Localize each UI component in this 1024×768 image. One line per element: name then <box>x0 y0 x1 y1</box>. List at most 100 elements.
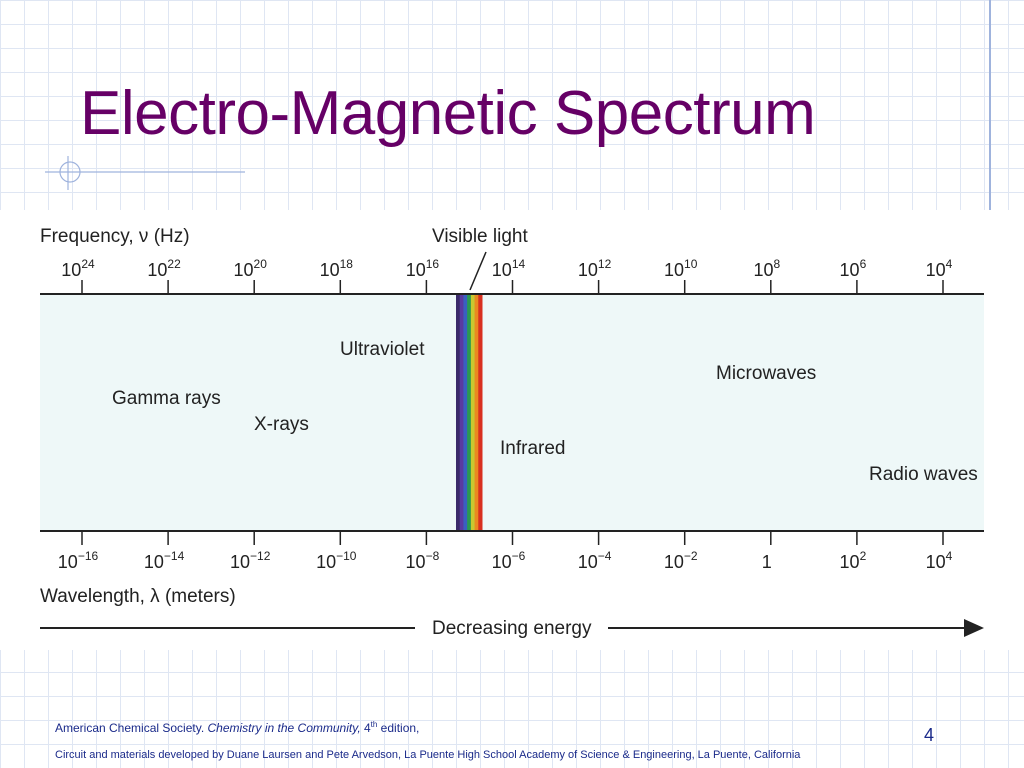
wavelength-tick-exponent: −8 <box>426 549 440 563</box>
frequency-tick-base: 10 <box>926 260 946 280</box>
frequency-tick-base: 10 <box>578 260 598 280</box>
wavelength-tick-base: 1 <box>762 552 772 572</box>
footer-credits: Circuit and materials developed by Duane… <box>55 749 801 761</box>
wavelength-tick-exponent: −14 <box>164 549 185 563</box>
energy-arrow-label: Decreasing energy <box>432 618 592 639</box>
wavelength-tick-label: 10−2 <box>664 549 698 572</box>
region-x-rays: X-rays <box>254 414 309 435</box>
wavelength-tick-exponent: −6 <box>512 549 526 563</box>
frequency-tick-label: 106 <box>840 257 867 280</box>
frequency-tick-label: 1020 <box>234 257 268 280</box>
frequency-tick-base: 10 <box>320 260 340 280</box>
footer-edition-ordinal: th <box>370 720 378 729</box>
wavelength-tick-exponent: 2 <box>860 549 867 563</box>
spectrum-band <box>40 295 984 530</box>
slide-title: Electro-Magnetic Spectrum <box>80 79 816 148</box>
frequency-tick-exponent: 18 <box>340 257 354 271</box>
frequency-tick-label: 1012 <box>578 257 612 280</box>
frequency-tick-exponent: 12 <box>598 257 612 271</box>
visible-band-stripe <box>470 295 476 530</box>
wavelength-tick-base: 10 <box>578 552 598 572</box>
visible-band-stripe <box>474 295 479 530</box>
em-spectrum-diagram: 1024 1022 1020 1018 1016 1014 1012 1010 108 106 10… <box>0 210 1024 650</box>
visible-band-stripe <box>459 295 464 530</box>
visible-band-stripe <box>456 295 461 530</box>
frequency-tick-exponent: 16 <box>426 257 440 271</box>
region-microwaves: Microwaves <box>716 363 816 384</box>
footer-citation: American Chemical Society. Chemistry in … <box>55 720 419 735</box>
wavelength-tick-label: 10−10 <box>316 549 357 572</box>
wavelength-axis-label: Wavelength, λ (meters) <box>40 586 236 607</box>
frequency-tick-label: 1014 <box>492 257 526 280</box>
wavelength-tick-label: 10−4 <box>578 549 612 572</box>
wavelength-tick-label: 10−6 <box>492 549 526 572</box>
frequency-tick-exponent: 6 <box>860 257 867 271</box>
frequency-tick-base: 10 <box>753 260 773 280</box>
visible-light-label: Visible light <box>432 226 528 247</box>
wavelength-tick-base: 10 <box>144 552 164 572</box>
frequency-tick-exponent: 8 <box>773 257 780 271</box>
frequency-tick-exponent: 20 <box>254 257 268 271</box>
frequency-tick-label: 1024 <box>61 257 95 280</box>
visible-light-band <box>456 295 483 530</box>
wavelength-tick-exponent: −2 <box>684 549 698 563</box>
wavelength-tick-base: 10 <box>406 552 426 572</box>
wavelength-tick-label: 1 <box>762 552 772 572</box>
title-underline-decoration <box>45 156 245 190</box>
frequency-tick-label: 104 <box>926 257 953 280</box>
frequency-tick-base: 10 <box>840 260 860 280</box>
frequency-tick-exponent: 14 <box>512 257 526 271</box>
frequency-tick-exponent: 10 <box>684 257 698 271</box>
frequency-tick-label: 1010 <box>664 257 698 280</box>
frequency-ticks: 1024 1022 1020 1018 1016 1014 1012 1010 108 106 10… <box>61 257 953 294</box>
wavelength-tick-base: 10 <box>840 552 860 572</box>
wavelength-tick-label: 102 <box>840 549 867 572</box>
frequency-tick-base: 10 <box>664 260 684 280</box>
wavelength-tick-base: 10 <box>230 552 250 572</box>
visible-band-stripe <box>467 295 472 530</box>
frequency-tick-exponent: 24 <box>81 257 95 271</box>
wavelength-tick-base: 10 <box>664 552 684 572</box>
frequency-tick-label: 1018 <box>320 257 354 280</box>
wavelength-ticks: 10−16 10−14 10−12 10−10 10−8 10−6 10−4 10−2 1 102… <box>58 531 953 572</box>
footer-edition-suffix: edition, <box>377 721 420 735</box>
energy-arrow-head <box>964 619 984 637</box>
frequency-tick-label: 1016 <box>406 257 440 280</box>
frequency-tick-label: 1022 <box>147 257 181 280</box>
wavelength-tick-label: 10−12 <box>230 549 271 572</box>
frequency-tick-base: 10 <box>406 260 426 280</box>
frequency-tick-base: 10 <box>492 260 512 280</box>
page-number: 4 <box>924 725 935 745</box>
footer-publisher: American Chemical Society. <box>55 721 208 735</box>
wavelength-tick-base: 10 <box>316 552 336 572</box>
wavelength-tick-base: 10 <box>58 552 78 572</box>
footer-book-title: Chemistry in the Community, <box>207 721 361 735</box>
right-accent-line <box>989 0 991 210</box>
frequency-tick-base: 10 <box>147 260 167 280</box>
wavelength-tick-label: 10−16 <box>58 549 99 572</box>
region-gamma-rays: Gamma rays <box>112 388 221 409</box>
wavelength-tick-label: 10−8 <box>406 549 440 572</box>
frequency-axis-label: Frequency, ν (Hz) <box>40 226 190 247</box>
footer-edition-number: 4 <box>360 721 371 735</box>
frequency-tick-label: 108 <box>753 257 780 280</box>
frequency-tick-exponent: 4 <box>946 257 953 271</box>
wavelength-tick-exponent: −4 <box>598 549 612 563</box>
wavelength-tick-base: 10 <box>492 552 512 572</box>
frequency-tick-exponent: 22 <box>167 257 181 271</box>
region-infrared: Infrared <box>500 438 565 459</box>
region-ultraviolet: Ultraviolet <box>340 339 425 360</box>
wavelength-tick-label: 10−14 <box>144 549 185 572</box>
frequency-tick-base: 10 <box>61 260 81 280</box>
wavelength-tick-exponent: −16 <box>78 549 99 563</box>
wavelength-tick-exponent: 4 <box>946 549 953 563</box>
visible-band-stripe <box>463 295 468 530</box>
wavelength-tick-label: 104 <box>926 549 953 572</box>
region-radio-waves: Radio waves <box>869 464 978 485</box>
wavelength-tick-base: 10 <box>926 552 946 572</box>
wavelength-tick-exponent: −12 <box>250 549 271 563</box>
visible-light-pointer <box>469 251 487 291</box>
wavelength-tick-exponent: −10 <box>336 549 357 563</box>
frequency-tick-base: 10 <box>234 260 254 280</box>
visible-band-stripe <box>478 295 483 530</box>
